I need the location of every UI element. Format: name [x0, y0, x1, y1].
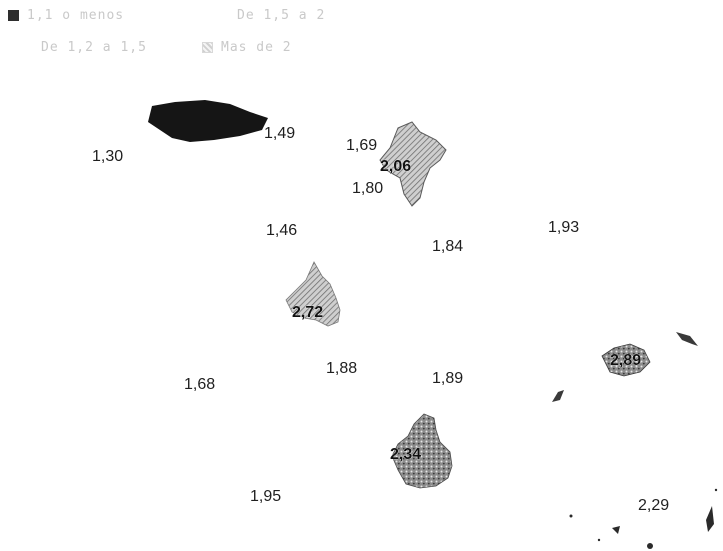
label-pais-vasco: 2,06	[380, 158, 411, 175]
label-asturias: 1,49	[264, 125, 295, 142]
region-canarias-shape	[569, 488, 718, 549]
region-asturias-shape	[148, 100, 268, 142]
region-menorca-shape	[676, 332, 698, 346]
legend-label: Mas de 2	[221, 40, 292, 55]
map-legend: 1,1 o menos De 1,5 a 2 De 1,2 a 1,5 Mas …	[8, 6, 368, 66]
region-ibiza-shape	[552, 390, 564, 402]
region-pais-vasco-shape	[379, 121, 447, 207]
region-baleares-shape	[601, 343, 651, 377]
label-murcia: 2,34	[390, 446, 421, 463]
label-canarias: 2,29	[638, 497, 669, 514]
label-castilla-la-mancha: 1,88	[326, 360, 357, 377]
legend-item-low: 1,1 o menos	[8, 8, 124, 23]
label-madrid: 2,72	[292, 304, 323, 321]
legend-label: De 1,5 a 2	[237, 8, 326, 23]
label-valencia: 1,89	[432, 370, 463, 387]
legend-label: De 1,2 a 1,5	[41, 40, 147, 55]
legend-label: 1,1 o menos	[27, 8, 125, 23]
legend-swatch-dark	[8, 10, 19, 21]
region-madrid-shape	[285, 261, 341, 327]
label-aragon: 1,84	[432, 238, 463, 255]
label-extremadura: 1,68	[184, 376, 215, 393]
legend-item-mid-low: De 1,2 a 1,5	[22, 40, 147, 55]
label-cantabria: 1,69	[346, 137, 377, 154]
label-castilla-leon: 1,46	[266, 222, 297, 239]
label-andalucia: 1,95	[250, 488, 281, 505]
legend-item-high: Mas de 2	[202, 40, 292, 55]
label-galicia: 1,30	[92, 148, 123, 165]
legend-item-mid-high: De 1,5 a 2	[218, 8, 325, 23]
label-cataluna: 1,93	[548, 219, 579, 236]
label-baleares: 2,89	[610, 352, 641, 369]
label-navarra: 1,80	[352, 180, 383, 197]
region-murcia-shape	[391, 413, 453, 489]
legend-swatch-hatched	[202, 42, 213, 53]
